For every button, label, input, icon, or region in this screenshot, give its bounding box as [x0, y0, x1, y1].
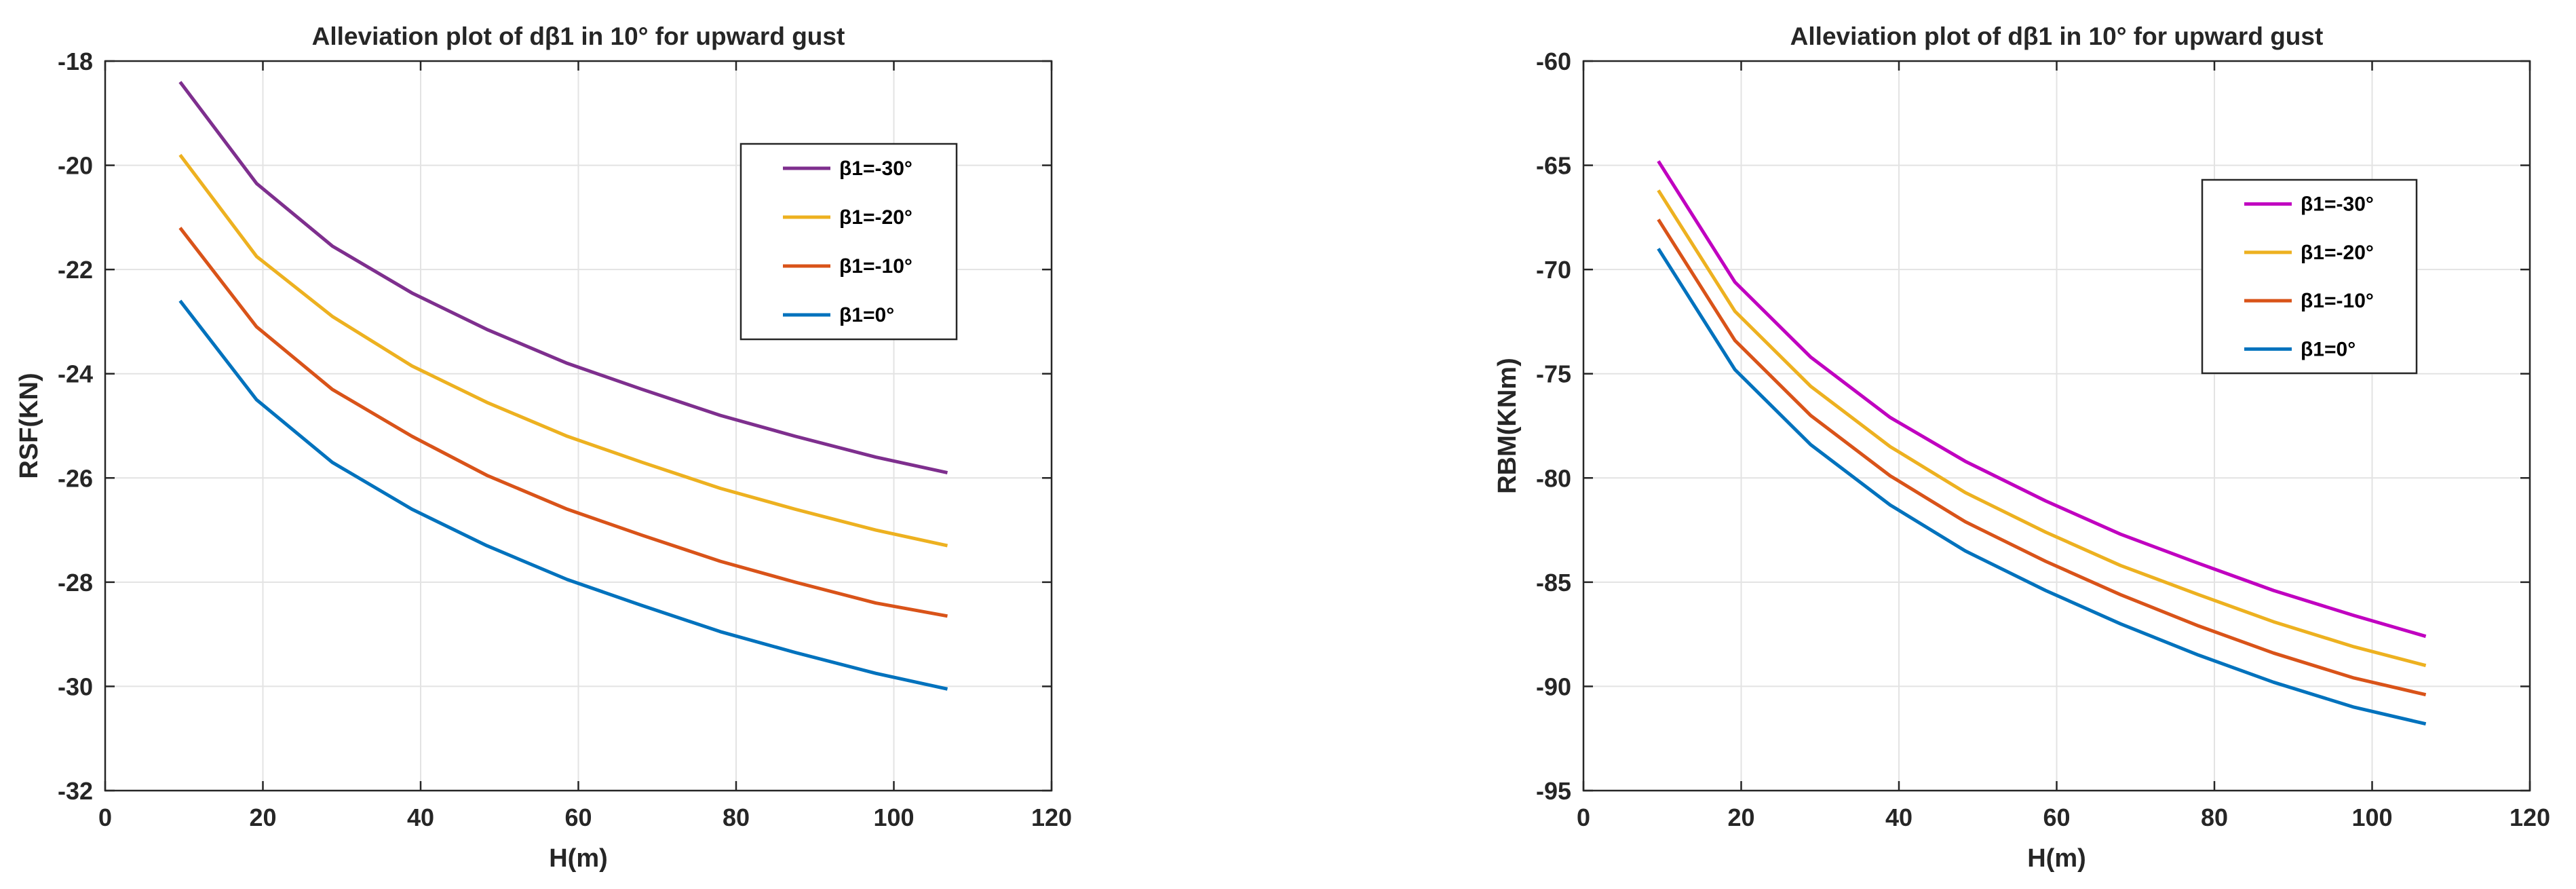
y-tick-label: -18 [58, 48, 93, 75]
x-tick-label: 60 [564, 803, 592, 831]
series-line-1 [178, 153, 948, 548]
chart-rsf: 0 20 40 60 80 100 120 -32 -30 -28 -26 -24 -22 -20 -18 A… [15, 22, 1072, 873]
y-tick-label: -65 [1536, 152, 1571, 180]
x-tick-label: 20 [249, 803, 276, 831]
x-tick-label: 80 [723, 803, 750, 831]
x-axis-label: H(m) [2027, 844, 2086, 873]
x-tick-label: 20 [1727, 803, 1754, 831]
legend-box [739, 143, 958, 341]
legend-label-2: β1=-10° [2301, 290, 2374, 312]
y-tick-label: -20 [58, 152, 93, 180]
series-line-3 [178, 299, 948, 691]
series-line-0 [178, 81, 948, 475]
y-tick-label: -60 [1536, 48, 1571, 75]
legend-label-3: β1=0° [839, 304, 894, 326]
series-line-1 [1657, 189, 2427, 668]
x-tick-label: 80 [2201, 803, 2228, 831]
legend-label-0: β1=-30° [2301, 193, 2374, 216]
series-line-2 [1657, 219, 2427, 697]
y-tick-label: -28 [58, 569, 93, 597]
legend-label-1: β1=-20° [839, 206, 912, 229]
y-tick-label: -95 [1536, 777, 1571, 805]
y-tick-label: -22 [58, 256, 93, 284]
legend-label-0: β1=-30° [839, 157, 912, 180]
y-tick-label: -75 [1536, 360, 1571, 388]
y-axis-label: RSF(KN) [15, 373, 43, 478]
chart-rbm: 0 20 40 60 80 100 120 -95 -90 -85 -80 -75 -70 -65 -60 A… [1493, 22, 2550, 873]
x-tick-label: 120 [1031, 803, 1072, 831]
series-line-0 [1657, 160, 2427, 639]
legend: β1=-30° β1=-20° β1=-10° β1=0° [2201, 178, 2418, 375]
x-tick-label: 0 [98, 803, 112, 831]
y-tick-label: -26 [58, 464, 93, 492]
y-tick-label: -70 [1536, 256, 1571, 284]
x-tick-label: 120 [2510, 803, 2550, 831]
legend: β1=-30° β1=-20° β1=-10° β1=0° [739, 143, 958, 341]
legend-label-2: β1=-10° [839, 255, 912, 278]
x-tick-label: 60 [2043, 803, 2070, 831]
legend-label-1: β1=-20° [2301, 242, 2374, 264]
x-tick-label: 40 [1885, 803, 1912, 831]
y-tick-label: -85 [1536, 569, 1571, 597]
y-tick-label: -30 [58, 673, 93, 700]
x-tick-label: 100 [2351, 803, 2392, 831]
y-tick-label: -90 [1536, 673, 1571, 700]
legend-label-3: β1=0° [2301, 338, 2356, 360]
legend-box [2201, 178, 2418, 375]
y-tick-label: -80 [1536, 464, 1571, 492]
chart-title: Alleviation plot of dβ1 in 10° for upwar… [1790, 22, 2324, 50]
x-axis-label: H(m) [549, 844, 608, 873]
y-tick-label: -32 [58, 777, 93, 805]
y-tick-label: -24 [58, 360, 93, 388]
chart-title: Alleviation plot of dβ1 in 10° for upwar… [312, 22, 845, 50]
y-axis-label: RBM(KNm) [1493, 358, 1522, 494]
x-tick-label: 100 [873, 803, 914, 831]
series-line-2 [178, 227, 948, 618]
x-tick-label: 40 [407, 803, 434, 831]
series-line-3 [1657, 248, 2427, 726]
x-tick-label: 0 [1577, 803, 1590, 831]
